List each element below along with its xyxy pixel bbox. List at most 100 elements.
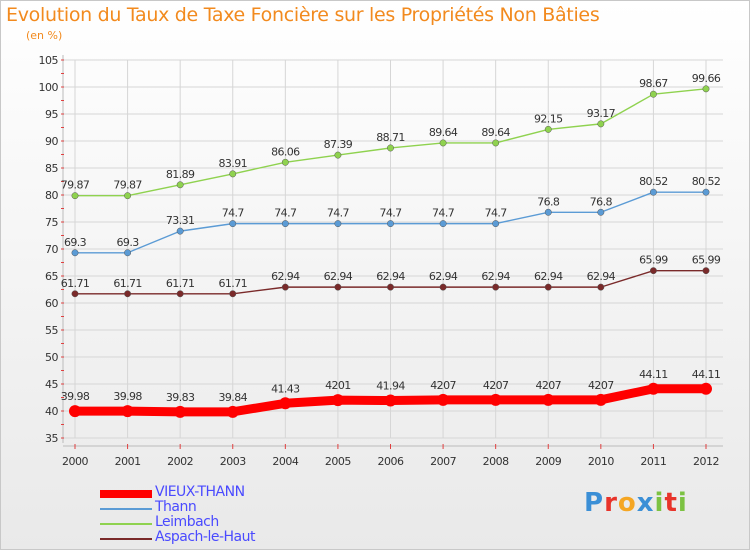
- grid: [63, 59, 723, 439]
- data-point: [492, 220, 500, 228]
- x-tick-label: 2006: [378, 455, 404, 468]
- chart-legend: VIEUX-THANN Thann Leimbach Aspach-le-Haut: [100, 484, 360, 546]
- data-label: 61.71: [166, 277, 195, 290]
- data-point: [229, 170, 237, 178]
- data-point: [492, 283, 500, 291]
- data-point: [649, 90, 657, 98]
- data-point: [71, 249, 79, 257]
- chart-title: Evolution du Taux de Taxe Foncière sur l…: [6, 4, 600, 26]
- data-point: [387, 144, 394, 152]
- x-tick-label: 2001: [115, 455, 141, 468]
- data-label: 81.89: [166, 168, 195, 181]
- data-label: 65.99: [692, 254, 721, 267]
- data-label: 74.7: [379, 207, 402, 220]
- y-tick-label: 60: [45, 297, 58, 310]
- data-point: [124, 249, 132, 257]
- data-point: [702, 267, 710, 275]
- data-label: 61.71: [113, 277, 142, 290]
- data-point: [176, 181, 184, 189]
- logo-letter: P: [584, 488, 605, 518]
- data-point: [69, 405, 81, 418]
- data-point: [544, 283, 552, 291]
- data-point: [594, 393, 607, 406]
- data-point: [647, 382, 660, 395]
- data-point: [544, 208, 552, 216]
- data-point: [334, 283, 342, 291]
- data-label: 4207: [430, 379, 456, 392]
- data-label: 92.15: [534, 112, 563, 125]
- data-label: 39.98: [113, 390, 142, 403]
- data-label: 79.87: [113, 179, 142, 192]
- x-tick-label: 2008: [483, 455, 509, 468]
- series-group: [69, 85, 712, 418]
- data-point: [700, 382, 712, 395]
- x-tick-label: 2009: [535, 455, 561, 468]
- data-label: 62.94: [534, 270, 563, 283]
- data-point: [226, 405, 239, 418]
- data-label: 39.84: [219, 391, 248, 404]
- data-point: [597, 120, 605, 128]
- data-label: 65.99: [639, 254, 668, 267]
- data-label: 74.7: [485, 207, 508, 220]
- legend-label: VIEUX-THANN: [155, 484, 245, 500]
- data-point: [439, 220, 447, 228]
- data-point: [281, 158, 289, 166]
- data-point: [71, 290, 79, 298]
- data-label: 87.39: [324, 138, 353, 151]
- x-tick-label: 2002: [167, 455, 193, 468]
- data-label: 76.8: [537, 195, 560, 208]
- data-label: 61.71: [61, 277, 90, 290]
- data-point: [597, 283, 605, 291]
- logo-letter: i: [654, 488, 665, 518]
- logo-letter: o: [617, 488, 637, 518]
- x-tick-label: 2010: [588, 455, 614, 468]
- legend-item: VIEUX-THANN: [100, 484, 360, 501]
- data-point: [279, 397, 292, 410]
- y-tick-label: 105: [39, 54, 59, 67]
- y-tick-label: 65: [45, 270, 58, 283]
- data-labels: 79.87 79.87 81.89 83.91 86.06 87.39 88.71 89.64…: [61, 72, 722, 404]
- data-point: [544, 125, 552, 133]
- data-label: 74.7: [222, 207, 245, 220]
- chart-unit: (en %): [26, 29, 63, 42]
- proxiti-logo: Proxiti: [584, 488, 688, 518]
- data-label: 62.94: [324, 270, 353, 283]
- legend-item: Thann: [100, 499, 360, 516]
- legend-swatch: [100, 538, 152, 540]
- data-label: 4207: [535, 379, 561, 392]
- y-tick-label: 45: [45, 378, 58, 391]
- data-label: 74.7: [274, 207, 297, 220]
- y-tick-label: 90: [45, 135, 58, 148]
- data-point: [281, 283, 289, 291]
- data-point: [387, 283, 394, 291]
- data-label: 80.52: [692, 175, 721, 188]
- data-point: [229, 220, 237, 228]
- data-point: [124, 290, 132, 298]
- y-tick-label: 95: [45, 108, 58, 121]
- data-label: 69.3: [117, 236, 140, 249]
- data-label: 41.43: [271, 382, 300, 395]
- y-tick-label: 100: [39, 81, 59, 94]
- data-point: [702, 188, 710, 196]
- data-label: 62.94: [376, 270, 405, 283]
- data-label: 4207: [483, 379, 509, 392]
- x-tick-label: 2003: [220, 455, 246, 468]
- y-tick-label: 40: [45, 405, 58, 418]
- y-tick-label: 70: [45, 243, 58, 256]
- y-tick-label: 50: [45, 351, 58, 364]
- data-label: 41.94: [376, 380, 405, 393]
- data-point: [176, 227, 184, 235]
- legend-swatch: [100, 523, 152, 525]
- data-label: 62.94: [429, 270, 458, 283]
- data-label: 62.94: [271, 270, 300, 283]
- data-point: [384, 394, 397, 407]
- data-point: [492, 139, 500, 147]
- x-tick-label: 2011: [640, 455, 666, 468]
- data-label: 4201: [325, 379, 351, 392]
- legend-label: Aspach-le-Haut: [155, 529, 255, 545]
- logo-letter: i: [677, 488, 688, 518]
- data-point: [334, 151, 342, 159]
- legend-swatch: [100, 508, 152, 510]
